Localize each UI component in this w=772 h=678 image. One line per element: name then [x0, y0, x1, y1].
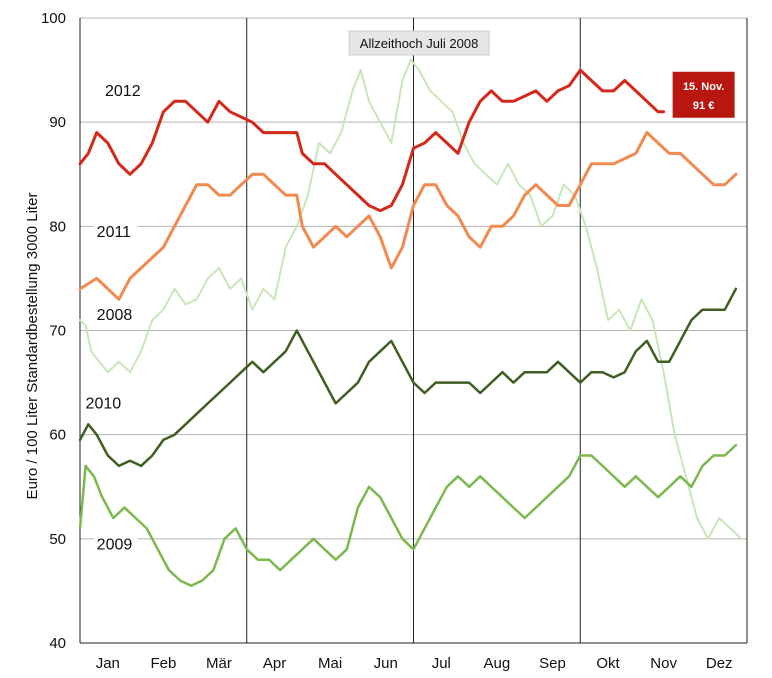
x-tick-label: Jan — [96, 655, 120, 672]
x-tick-label: Dez — [706, 655, 733, 672]
y-tick-label: 90 — [49, 114, 66, 131]
x-tick-label: Jun — [374, 655, 398, 672]
series-label-bg-2012 — [102, 80, 147, 102]
x-tick-label: Okt — [596, 655, 620, 672]
series-label-bg-2008 — [93, 304, 138, 326]
series-label-bg-2010 — [82, 392, 127, 414]
series-label-bg-2011 — [93, 220, 138, 242]
series-line-2008 — [79, 58, 743, 540]
x-tick-label: Aug — [484, 655, 511, 672]
annotation-text: Allzeithoch Juli 2008 — [360, 36, 479, 51]
x-tick-label: Mär — [206, 655, 232, 672]
y-tick-label: 100 — [41, 10, 66, 27]
series-label-2011: 2011 — [97, 224, 132, 241]
y-tick-label: 80 — [49, 218, 66, 235]
grid — [79, 17, 748, 644]
x-axis-ticks: Jan Feb Mär Apr Mai Jun Jul Aug Sep Okt Nov Dez — [96, 655, 733, 672]
series-labels: 2008 2009 2010 2011 2012 — [82, 80, 147, 555]
series-line-2009 — [78, 443, 738, 587]
callout-date: 15. Nov. — [683, 81, 724, 93]
series-label-2009: 2009 — [97, 536, 133, 553]
series-line-2012 — [78, 68, 666, 213]
series-label-2012: 2012 — [105, 83, 141, 100]
annotation-box — [348, 30, 490, 56]
y-tick-label: 40 — [49, 635, 66, 652]
y-axis-ticks: 40 50 60 70 80 90 100 — [41, 10, 66, 652]
callout-box — [672, 71, 735, 118]
series-lines — [78, 58, 743, 587]
series-line-2011 — [78, 131, 738, 301]
price-callout: 15. Nov. 91 € — [672, 71, 735, 118]
series-label-2010: 2010 — [86, 396, 122, 413]
x-tick-label: Apr — [263, 655, 286, 672]
x-tick-label: Sep — [539, 655, 566, 672]
y-tick-label: 60 — [49, 427, 66, 444]
series-label-bg-2009 — [93, 533, 138, 555]
y-tick-label: 50 — [49, 531, 66, 548]
x-tick-label: Jul — [432, 655, 451, 672]
series-line-2010 — [78, 287, 738, 468]
series-label-2008: 2008 — [97, 307, 133, 324]
x-tick-label: Nov — [650, 655, 677, 672]
y-tick-label: 70 — [49, 323, 66, 340]
y-axis-label: Euro / 100 Liter Standardbestellung 3000… — [24, 193, 41, 500]
x-tick-label: Feb — [150, 655, 176, 672]
callout-price: 91 € — [693, 100, 714, 112]
annotation-all-time-high: Allzeithoch Juli 2008 — [348, 30, 490, 56]
x-tick-label: Mai — [318, 655, 342, 672]
